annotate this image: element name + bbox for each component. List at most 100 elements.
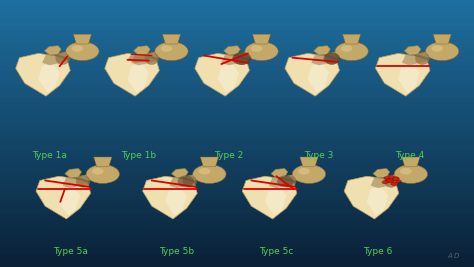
Bar <box>0 165 474 169</box>
Bar <box>0 129 474 134</box>
Polygon shape <box>184 173 211 180</box>
Circle shape <box>86 165 119 183</box>
Bar <box>0 49 474 53</box>
Bar <box>0 169 474 174</box>
Bar <box>0 111 474 116</box>
Bar <box>0 134 474 138</box>
Circle shape <box>426 42 459 61</box>
Bar <box>0 258 474 262</box>
Polygon shape <box>65 168 82 178</box>
Bar <box>0 147 474 151</box>
Polygon shape <box>285 53 339 96</box>
Polygon shape <box>242 176 297 219</box>
Bar <box>0 156 474 160</box>
Circle shape <box>391 182 397 186</box>
Bar <box>0 218 474 222</box>
Circle shape <box>392 177 399 181</box>
Polygon shape <box>314 46 330 55</box>
Bar <box>0 182 474 187</box>
Polygon shape <box>163 34 181 44</box>
Polygon shape <box>224 46 240 55</box>
Bar <box>0 76 474 80</box>
Polygon shape <box>253 34 271 44</box>
Polygon shape <box>94 157 112 167</box>
Circle shape <box>161 45 173 52</box>
Circle shape <box>341 45 353 52</box>
Circle shape <box>384 176 389 179</box>
Polygon shape <box>73 34 91 44</box>
Polygon shape <box>386 173 412 180</box>
Polygon shape <box>327 50 353 58</box>
Bar <box>0 62 474 67</box>
Polygon shape <box>38 63 60 93</box>
Bar <box>0 178 474 182</box>
Ellipse shape <box>325 53 339 65</box>
Polygon shape <box>311 53 338 65</box>
Polygon shape <box>269 176 295 188</box>
Polygon shape <box>265 186 286 215</box>
Bar <box>0 93 474 98</box>
Text: Type 1b: Type 1b <box>121 151 156 160</box>
Circle shape <box>199 168 210 175</box>
Polygon shape <box>78 173 104 180</box>
Bar <box>0 36 474 40</box>
Polygon shape <box>16 53 70 96</box>
Polygon shape <box>42 53 69 65</box>
Circle shape <box>251 45 263 52</box>
Ellipse shape <box>277 175 294 187</box>
Polygon shape <box>398 63 419 93</box>
Bar <box>0 191 474 196</box>
Ellipse shape <box>76 175 90 187</box>
Polygon shape <box>375 53 430 96</box>
Bar <box>0 120 474 125</box>
Circle shape <box>431 45 443 52</box>
Bar <box>0 151 474 156</box>
Polygon shape <box>201 157 219 167</box>
Polygon shape <box>45 46 61 55</box>
Polygon shape <box>308 63 329 93</box>
Text: Type 6: Type 6 <box>364 247 393 256</box>
Bar <box>0 58 474 62</box>
Polygon shape <box>284 173 310 180</box>
Bar <box>0 196 474 200</box>
Ellipse shape <box>283 175 296 187</box>
Bar <box>0 31 474 36</box>
Ellipse shape <box>56 53 70 65</box>
Polygon shape <box>404 46 421 55</box>
Polygon shape <box>36 176 91 219</box>
Bar <box>0 45 474 49</box>
Bar <box>0 262 474 267</box>
Polygon shape <box>367 186 388 215</box>
Bar <box>0 89 474 93</box>
Polygon shape <box>134 46 150 55</box>
Polygon shape <box>146 50 173 58</box>
Polygon shape <box>131 53 158 65</box>
Bar <box>0 0 474 5</box>
Polygon shape <box>343 34 361 44</box>
Bar <box>0 116 474 120</box>
Polygon shape <box>169 176 196 188</box>
Circle shape <box>388 175 394 179</box>
Bar <box>0 138 474 142</box>
Ellipse shape <box>235 53 249 65</box>
Bar <box>0 80 474 85</box>
Polygon shape <box>143 176 197 219</box>
Polygon shape <box>57 50 84 58</box>
Text: Type 2: Type 2 <box>214 151 244 160</box>
Polygon shape <box>221 53 248 65</box>
Bar <box>0 125 474 129</box>
Circle shape <box>400 168 412 175</box>
Circle shape <box>385 178 394 183</box>
Bar <box>0 107 474 111</box>
Bar <box>0 209 474 214</box>
Polygon shape <box>371 176 397 188</box>
Ellipse shape <box>183 175 197 187</box>
Bar <box>0 160 474 165</box>
Text: Type 4: Type 4 <box>395 151 424 160</box>
Bar <box>0 174 474 178</box>
Ellipse shape <box>416 53 429 65</box>
Polygon shape <box>344 176 399 219</box>
Circle shape <box>335 42 368 61</box>
Polygon shape <box>271 168 288 178</box>
Bar <box>0 13 474 18</box>
